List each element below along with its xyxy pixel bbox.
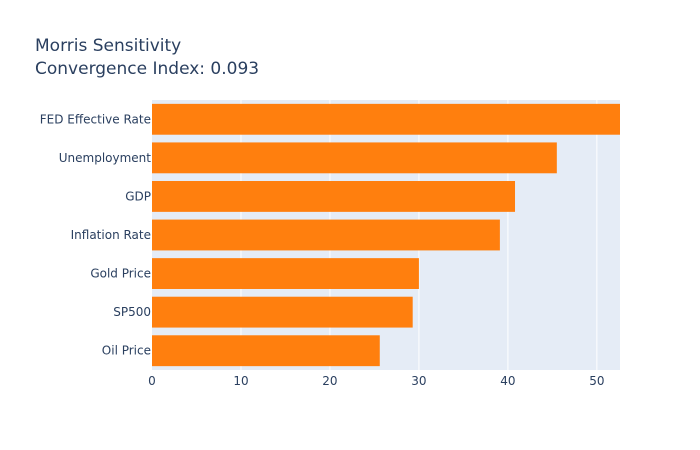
bars — [152, 103, 620, 367]
y-tick-label: Oil Price — [102, 344, 151, 358]
y-tick-label: Inflation Rate — [71, 228, 151, 242]
x-tick-label: 20 — [322, 374, 337, 388]
x-axis-tick-labels: 0 10 20 30 40 50 — [148, 374, 604, 388]
bar-unemployment — [152, 142, 557, 174]
chart-title: Morris Sensitivity — [35, 36, 181, 56]
y-tick-label: SP500 — [113, 305, 151, 319]
y-tick-label: Gold Price — [90, 267, 151, 281]
y-tick-label: Unemployment — [59, 151, 152, 165]
y-tick-label: FED Effective Rate — [40, 112, 151, 126]
bar-fed-effective-rate — [152, 103, 620, 135]
x-tick-label: 30 — [411, 374, 426, 388]
bar-gold-price — [152, 258, 419, 289]
bar-sp500 — [152, 296, 413, 328]
bar-gdp — [152, 181, 516, 212]
bar-oil-price — [152, 335, 380, 367]
x-tick-label: 50 — [589, 374, 604, 388]
bar-inflation-rate — [152, 219, 500, 251]
x-tick-label: 0 — [148, 374, 156, 388]
chart-subtitle: Convergence Index: 0.093 — [35, 59, 259, 79]
x-tick-label: 40 — [500, 374, 515, 388]
x-tick-label: 10 — [233, 374, 248, 388]
y-axis-tick-labels: FED Effective Rate Unemployment GDP Inflati… — [40, 112, 152, 357]
y-tick-label: GDP — [125, 189, 151, 203]
